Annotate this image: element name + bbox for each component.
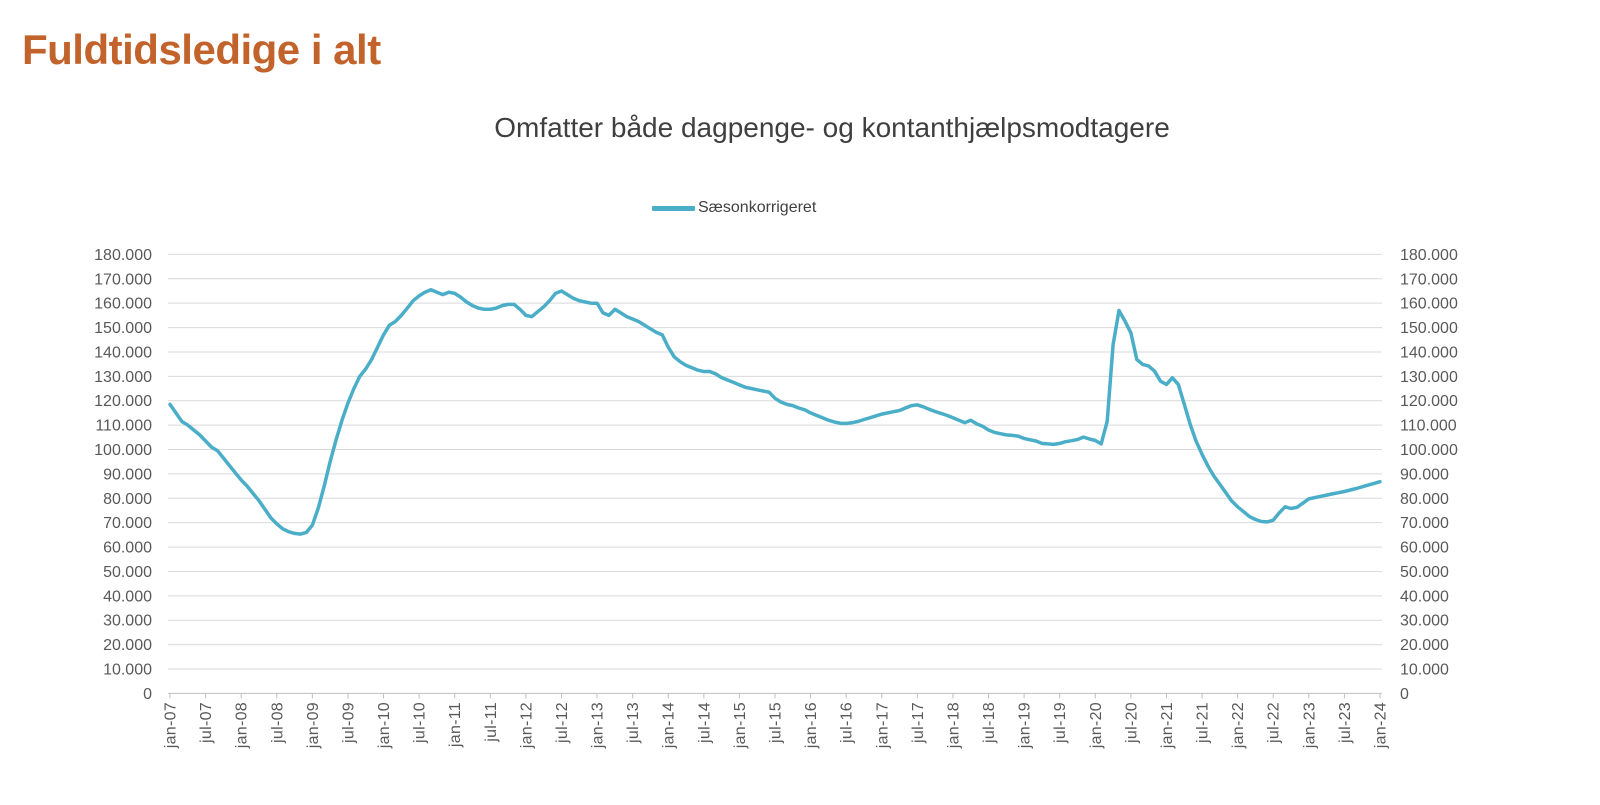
y-axis-label-right: 180.000 (1400, 247, 1458, 264)
y-axis-label-left: 100.000 (94, 442, 152, 459)
y-axis-label-left: 50.000 (103, 564, 152, 581)
y-axis-label-left: 60.000 (103, 540, 152, 557)
x-axis-label: jan-24 (1373, 702, 1390, 749)
y-axis-label-left: 130.000 (94, 369, 152, 386)
y-axis-label-left: 40.000 (103, 588, 152, 605)
y-axis-label-right: 150.000 (1400, 320, 1458, 337)
x-axis-label: jul-19 (1052, 702, 1069, 744)
x-axis-labels: jan-07 jul-07 jan-08 jul-08 jan-09 jul-09 jan-… (163, 702, 1390, 749)
chart-canvas: 0 10.000 20.000 30.000 40.000 50.000 60.000 70.… (94, 247, 1458, 749)
x-axis-label: jul-13 (625, 702, 642, 744)
x-axis-label: jan-18 (945, 702, 962, 749)
line-chart: 0 10.000 20.000 30.000 40.000 50.000 60.000 70.… (0, 240, 1600, 800)
x-axis-label: jan-17 (874, 702, 891, 749)
y-axis-label-right: 50.000 (1400, 564, 1449, 581)
x-axis-label: jul-23 (1337, 702, 1354, 744)
x-axis-label: jul-18 (981, 702, 998, 744)
y-axis-label-right: 30.000 (1400, 613, 1449, 630)
y-axis-label-left: 110.000 (95, 418, 152, 435)
y-axis-label-left: 150.000 (94, 320, 152, 337)
y-axis-label-left: 180.000 (94, 247, 152, 264)
x-axis (168, 692, 1382, 699)
x-axis-label: jan-22 (1230, 702, 1247, 749)
y-axis-label-left: 160.000 (94, 296, 152, 313)
y-axis-label-left: 30.000 (103, 613, 152, 630)
x-axis-label: jan-15 (732, 702, 749, 749)
chart-title: Omfatter både dagpenge- og kontanthjælps… (494, 112, 1170, 143)
legend: Sæsonkorrigeret (652, 199, 816, 217)
x-axis-label: jan-13 (590, 702, 607, 749)
y-axis-label-right: 70.000 (1400, 515, 1449, 532)
series-line-saesonkorrigeret (168, 288, 1382, 536)
x-axis-label: jan-21 (1159, 702, 1176, 749)
y-axis-label-right: 80.000 (1400, 491, 1449, 508)
x-axis-label: jul-21 (1195, 702, 1212, 744)
x-axis-label: jul-20 (1123, 702, 1140, 744)
y-axis-label-left: 0 (143, 686, 152, 703)
legend-line-swatch-icon (652, 205, 695, 211)
y-axis-label-right: 160.000 (1400, 296, 1458, 313)
y-axis-label-right: 40.000 (1400, 588, 1449, 605)
x-axis-label: jul-22 (1266, 702, 1283, 744)
y-axis-label-right: 10.000 (1400, 662, 1449, 679)
gridlines (168, 253, 1382, 670)
x-axis-label: jul-09 (340, 702, 357, 744)
y-axis-label-right: 170.000 (1400, 271, 1458, 288)
x-axis-label: jul-17 (910, 702, 927, 744)
x-axis-label: jan-19 (1017, 702, 1034, 749)
x-axis-label: jan-09 (305, 702, 322, 749)
x-axis-label: jul-15 (768, 702, 785, 744)
x-axis-label: jan-07 (163, 702, 180, 749)
y-axis-labels-right: 0 10.000 20.000 30.000 40.000 50.000 60.000 70.… (1400, 247, 1458, 703)
x-axis-label: jul-07 (198, 702, 215, 744)
x-axis-label: jan-14 (661, 702, 678, 749)
y-axis-label-left: 20.000 (103, 637, 152, 654)
x-axis-label: jul-14 (696, 702, 713, 744)
y-axis-label-left: 170.000 (94, 271, 152, 288)
y-axis-label-left: 120.000 (94, 393, 152, 410)
y-axis-label-right: 130.000 (1400, 369, 1458, 386)
y-axis-label-left: 80.000 (103, 491, 152, 508)
y-axis-label-right: 20.000 (1400, 637, 1449, 654)
y-axis-label-right: 110.000 (1400, 418, 1457, 435)
x-axis-label: jul-10 (412, 702, 429, 744)
x-axis-label: jul-16 (839, 702, 856, 744)
x-axis-label: jan-23 (1301, 702, 1318, 749)
y-axis-label-right: 90.000 (1400, 466, 1449, 483)
x-axis-label: jul-11 (483, 702, 500, 743)
legend-label: Sæsonkorrigeret (698, 199, 817, 216)
y-axis-label-left: 70.000 (103, 515, 152, 532)
x-axis-label: jan-16 (803, 702, 820, 749)
x-axis-label: jul-08 (269, 702, 286, 744)
x-axis-label: jan-08 (234, 702, 251, 749)
y-axis-label-left: 90.000 (103, 466, 152, 483)
y-axis-label-right: 120.000 (1400, 393, 1458, 410)
x-axis-label: jan-20 (1088, 702, 1105, 749)
x-axis-label: jan-10 (376, 702, 393, 749)
y-axis-label-right: 60.000 (1400, 540, 1449, 557)
x-axis-label: jan-11 (447, 702, 464, 748)
y-axis-label-right: 100.000 (1400, 442, 1458, 459)
y-axis-labels-left: 0 10.000 20.000 30.000 40.000 50.000 60.000 70.… (94, 247, 152, 703)
y-axis-label-left: 10.000 (103, 662, 152, 679)
x-axis-label: jan-12 (518, 702, 535, 749)
page-title: Fuldtidsledige i alt (22, 26, 381, 73)
y-axis-label-right: 0 (1400, 686, 1409, 703)
y-axis-label-right: 140.000 (1400, 344, 1458, 361)
y-axis-label-left: 140.000 (94, 344, 152, 361)
x-axis-label: jul-12 (554, 702, 571, 744)
